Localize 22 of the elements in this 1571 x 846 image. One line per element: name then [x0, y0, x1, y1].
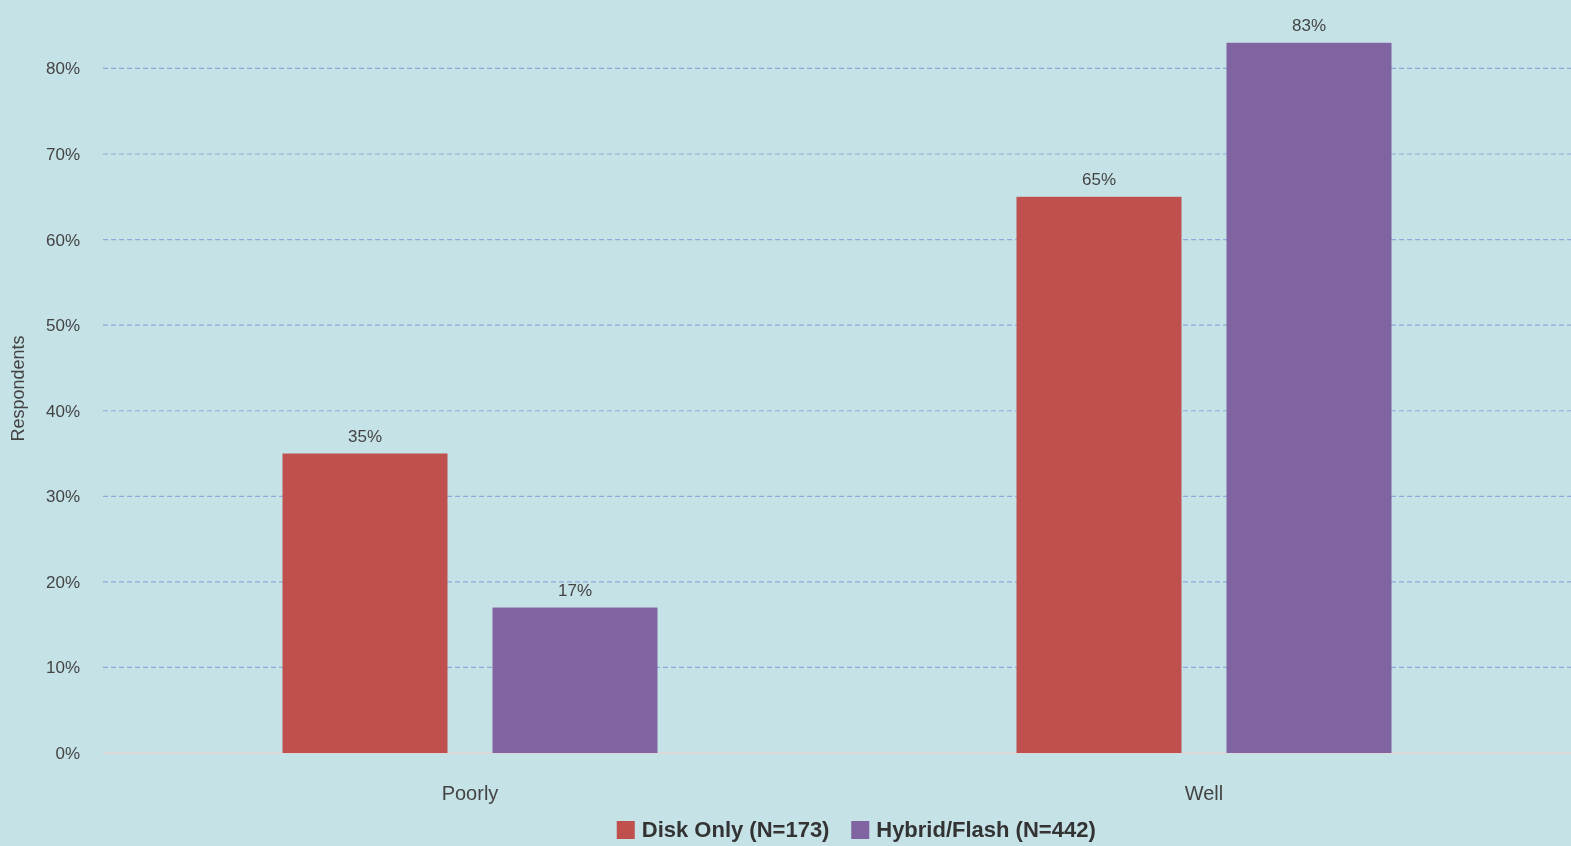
x-tick-label: Poorly: [441, 782, 499, 804]
y-tick-label: 80%: [45, 59, 80, 79]
y-tick-label: 70%: [45, 144, 80, 164]
bar: [282, 453, 448, 753]
bar: [1016, 196, 1182, 753]
y-axis-title: Respondents: [8, 335, 28, 442]
text: 17%: [557, 580, 593, 600]
x-tick-label: Well: [1184, 782, 1224, 804]
bar: [492, 607, 658, 753]
legend-label: Disk Only (N=173): [641, 817, 830, 842]
y-tick-label: 60%: [45, 230, 80, 250]
y-tick-label: 50%: [45, 316, 80, 336]
y-tick-label: 30%: [45, 487, 80, 507]
text: 35%: [347, 426, 383, 446]
y-tick-label: 10%: [45, 658, 80, 678]
legend-label: Hybrid/Flash (N=442): [876, 817, 1096, 842]
y-tick-label: 0%: [55, 743, 80, 763]
bar: [1226, 42, 1392, 753]
text: 83%: [1291, 15, 1327, 35]
y-tick-label: 20%: [45, 572, 80, 592]
text: 65%: [1081, 169, 1117, 189]
y-tick-label: 40%: [45, 401, 80, 421]
